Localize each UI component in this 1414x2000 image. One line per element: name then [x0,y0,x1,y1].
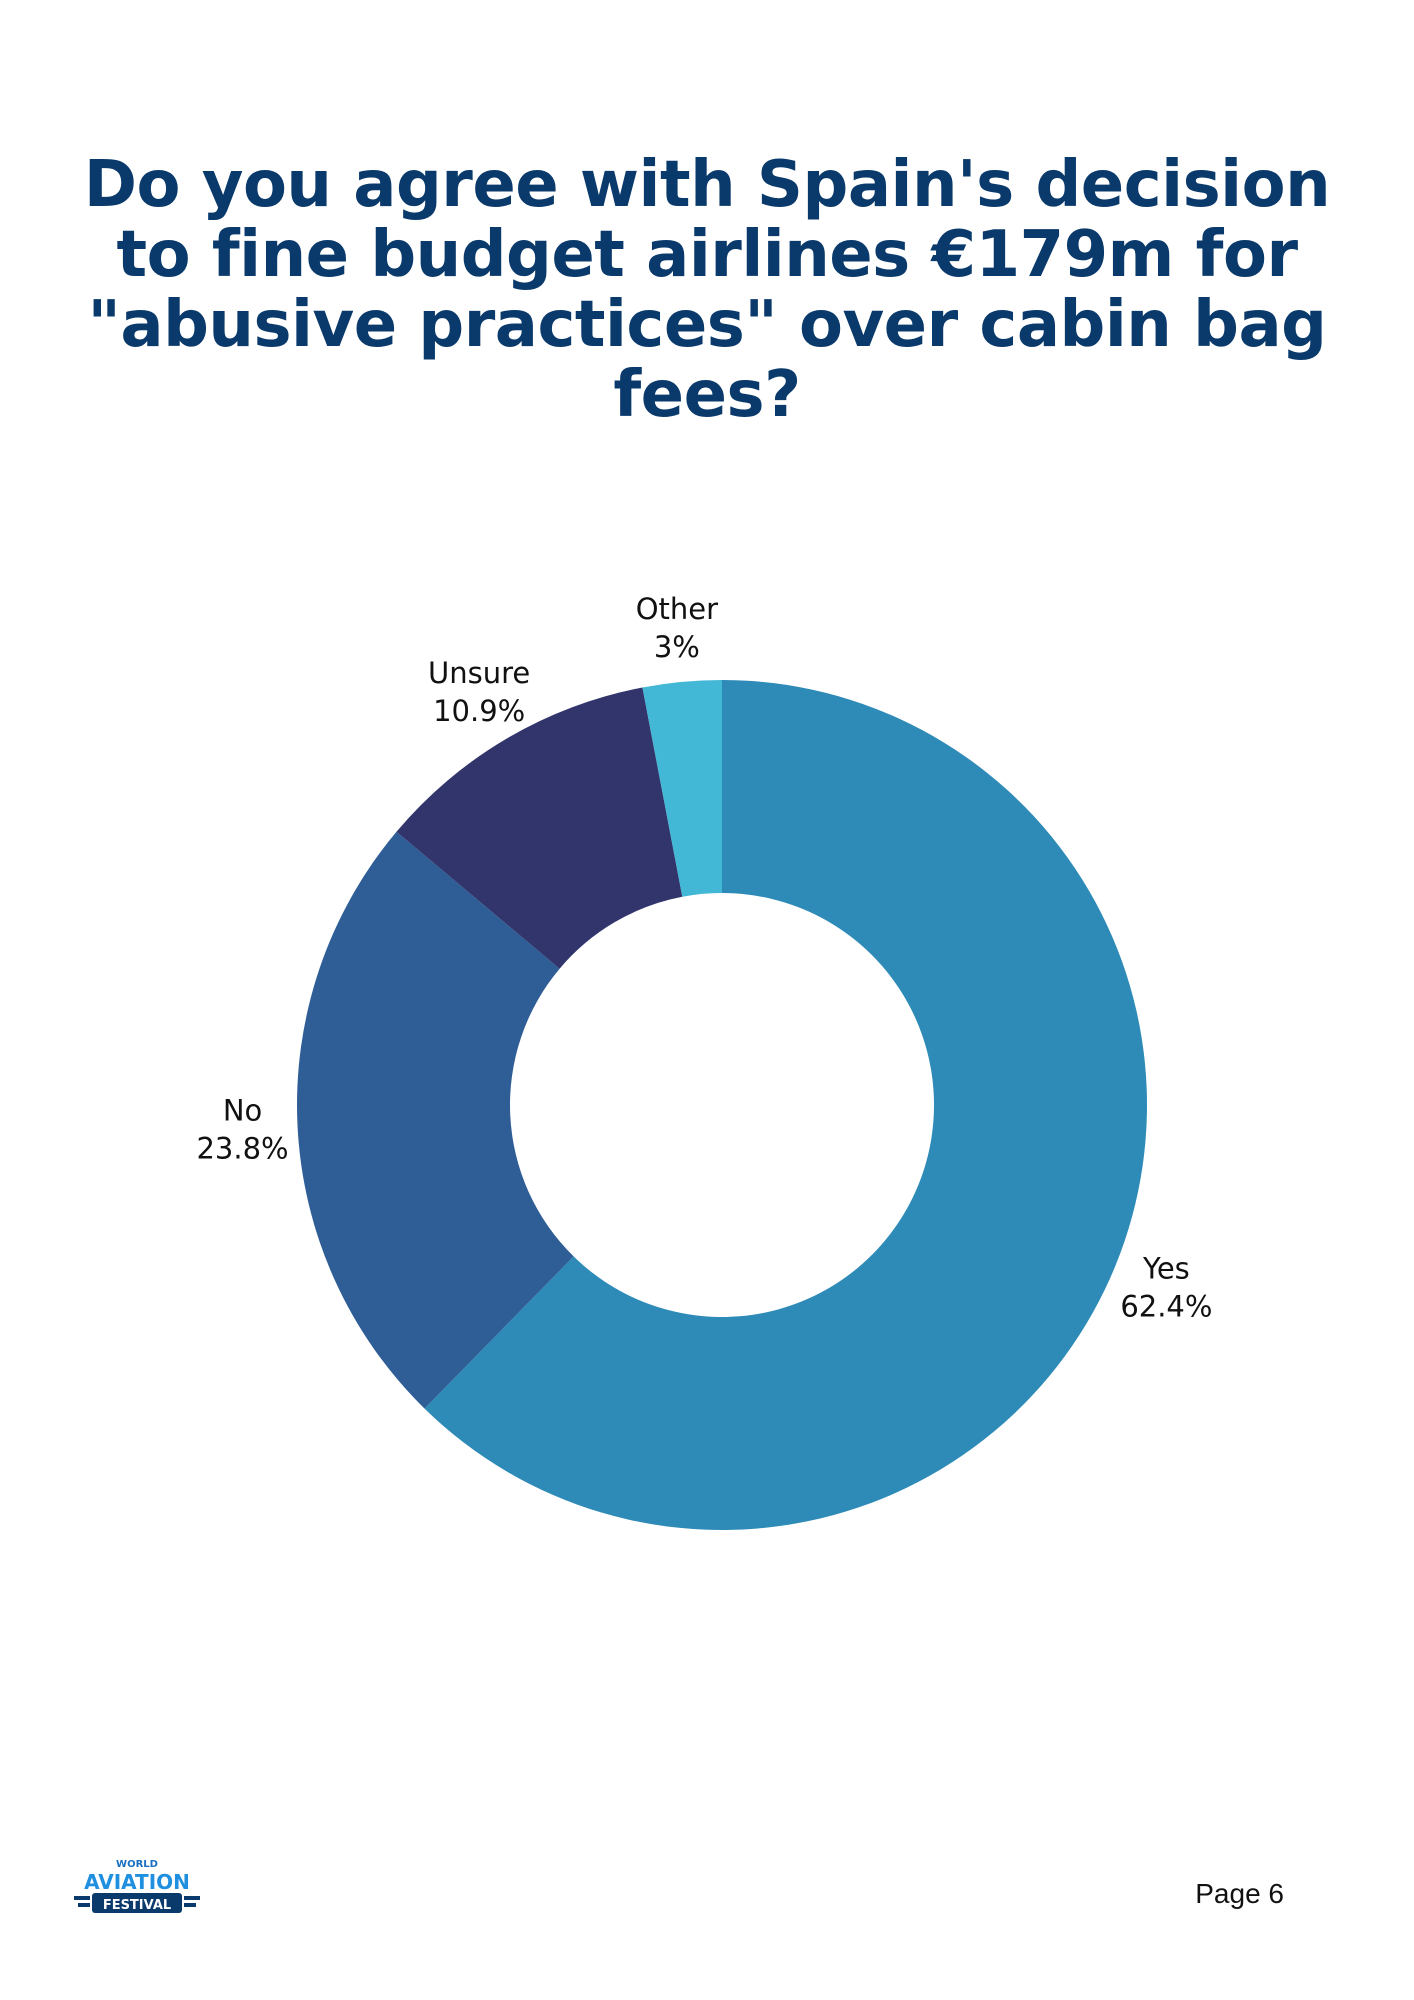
slice-label-yes: Yes 62.4% [1120,1251,1212,1323]
slice-label-value: 10.9% [433,694,525,728]
slice-label-name: Other [636,592,718,626]
world-aviation-festival-logo: WORLD AVIATION FESTIVAL [74,1859,200,1913]
slice-label-name: Unsure [428,656,530,690]
slice-label-name: Yes [1142,1251,1190,1285]
slice-yes [424,680,1148,1530]
slice-label-unsure: Unsure 10.9% [428,656,530,728]
logo-bar [92,1893,182,1913]
logo-wing-left-1 [74,1896,90,1900]
page-number: Page 6 [1195,1878,1284,1909]
slice-label-name: No [223,1093,262,1127]
slice-unsure [396,687,683,969]
logo-text-middle: AVIATION [84,1870,190,1894]
logo-text-top: WORLD [116,1859,158,1870]
logo-wing-right-2 [184,1903,196,1907]
slice-label-no: No 23.8% [196,1093,288,1165]
logo-wing-right-1 [184,1896,200,1900]
slice-label-other: Other 3% [636,592,718,664]
slice-label-value: 23.8% [196,1131,288,1165]
logo-text-bottom: FESTIVAL [103,1898,171,1913]
slice-other [642,680,722,897]
slice-label-value: 3% [654,630,700,664]
slice-label-value: 62.4% [1120,1289,1212,1323]
chart-title: Do you agree with Spain's decision to fi… [83,148,1331,432]
logo-wing-left-2 [78,1903,90,1907]
slice-no [296,831,574,1409]
